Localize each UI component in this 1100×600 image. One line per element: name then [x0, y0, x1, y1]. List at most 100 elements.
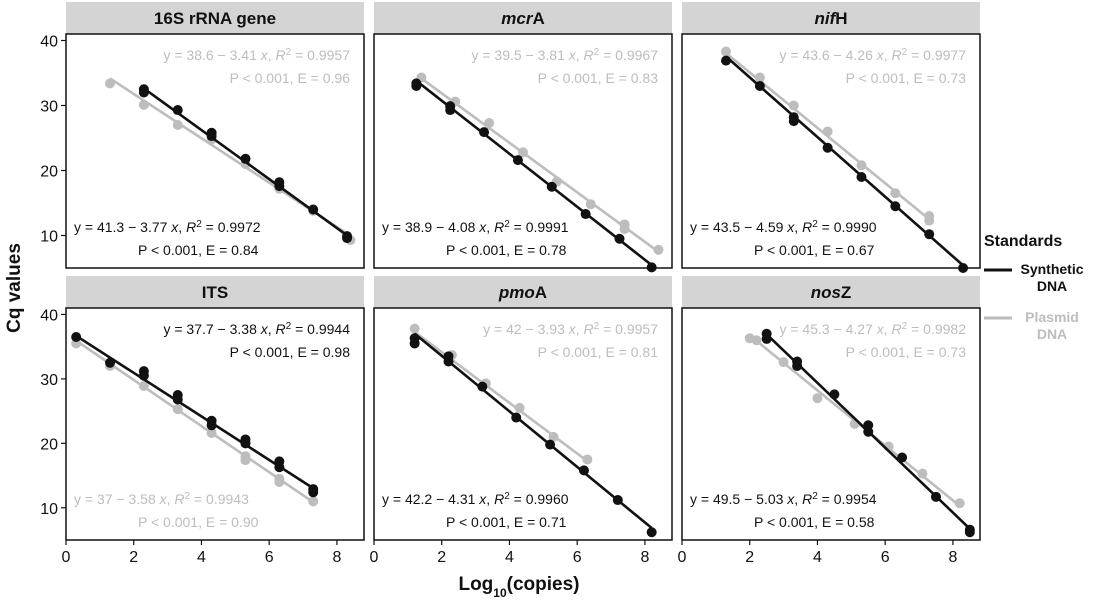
- panel-border: [65, 33, 365, 269]
- synthetic-data-point: [240, 153, 251, 164]
- strip-title-part: A: [535, 283, 547, 302]
- eq-var-x: x: [786, 491, 795, 507]
- y-tick-label: 20: [40, 164, 58, 181]
- x-tick-label: 0: [678, 549, 687, 566]
- synthetic-stats: P < 0.001, E = 0.71: [446, 514, 567, 530]
- eq-r-exponent: 2: [196, 219, 202, 230]
- plasmid-series: [416, 72, 664, 255]
- synthetic-equation: y = 37.7 − 3.38 x, R2 = 0.9944: [163, 321, 350, 338]
- eq-r: R: [494, 491, 504, 507]
- plasmid-stats: P < 0.001, E = 0.73: [846, 344, 967, 360]
- eq-sep: ,: [178, 219, 186, 235]
- x-tick-label: 6: [881, 549, 890, 566]
- eq-var-x: x: [478, 219, 487, 235]
- synthetic-data-point: [138, 87, 149, 98]
- eq-r-exponent: 2: [286, 47, 292, 58]
- synthetic-stats: P < 0.001, E = 0.58: [754, 514, 875, 530]
- plasmid-data-point: [917, 468, 928, 479]
- x-axis-title-tail: (copies): [507, 574, 580, 595]
- x-tick-label: 4: [505, 549, 514, 566]
- synthetic-data-point: [546, 181, 557, 192]
- strip-title: nosZ: [811, 283, 852, 302]
- synthetic-stats: P < 0.001, E = 0.84: [138, 242, 259, 258]
- synthetic-data-point: [863, 426, 874, 437]
- eq-r: R: [584, 47, 594, 63]
- synthetic-data-point: [308, 487, 319, 498]
- synthetic-data-point: [308, 204, 319, 215]
- eq-sep: ,: [884, 321, 892, 337]
- plasmid-data-point: [105, 78, 116, 89]
- synthetic-data-point: [897, 452, 908, 463]
- eq-lhs: y = 38.9 − 4.08: [382, 219, 479, 235]
- eq-var-x: x: [786, 219, 795, 235]
- eq-var-x: x: [478, 491, 487, 507]
- plasmid-series: [721, 46, 935, 226]
- synthetic-data-point: [612, 495, 623, 506]
- strip-title: mcrA: [501, 9, 544, 28]
- synthetic-data-point: [545, 439, 556, 450]
- eq-r-exponent: 2: [812, 219, 818, 230]
- eq-var-x: x: [260, 47, 269, 63]
- strip-background: [682, 276, 980, 308]
- plasmid-data-point: [548, 431, 559, 442]
- synthetic-regression-line: [413, 332, 653, 530]
- eq-r-exponent: 2: [902, 47, 908, 58]
- synthetic-data-point: [822, 142, 833, 153]
- synthetic-data-point: [964, 527, 975, 538]
- synthetic-data-point: [890, 201, 901, 212]
- y-axis-title: Cq values: [4, 243, 25, 333]
- eq-lhs: y = 38.6 − 3.41: [163, 47, 260, 63]
- eq-r2-value: = 0.9944: [291, 321, 350, 337]
- eq-r2-value: = 0.9967: [599, 47, 658, 63]
- plasmid-stats: P < 0.001, E = 0.73: [846, 70, 967, 86]
- strip-title: pmoA: [498, 283, 547, 302]
- y-tick-label: 20: [40, 436, 58, 453]
- eq-r2-value: = 0.9991: [510, 219, 569, 235]
- eq-sep: ,: [486, 219, 494, 235]
- eq-r: R: [276, 321, 286, 337]
- x-tick-label: 8: [332, 549, 341, 566]
- eq-r-exponent: 2: [902, 321, 908, 332]
- plasmid-data-point: [409, 323, 420, 334]
- strip-background: [374, 2, 672, 34]
- x-tick-label: 2: [437, 549, 446, 566]
- x-axis-title-subscript: 10: [493, 586, 507, 600]
- eq-sep: ,: [486, 491, 494, 507]
- plasmid-data-point: [585, 199, 596, 210]
- eq-sep: ,: [167, 491, 175, 507]
- eq-lhs: y = 42.2 − 4.31: [382, 491, 479, 507]
- synthetic-data-point: [930, 491, 941, 502]
- eq-lhs: y = 39.5 − 3.81: [471, 47, 568, 63]
- plasmid-data-point: [788, 100, 799, 111]
- plasmid-data-point: [778, 357, 789, 368]
- plasmid-equation: y = 42 − 3.93 x, R2 = 0.9957: [483, 321, 658, 338]
- eq-sep: ,: [884, 47, 892, 63]
- eq-var-x: x: [876, 321, 885, 337]
- synthetic-series: [138, 84, 353, 244]
- eq-lhs: y = 37.7 − 3.38: [163, 321, 260, 337]
- eq-var-x: x: [170, 219, 179, 235]
- synthetic-stats: P < 0.001, E = 0.98: [230, 344, 351, 360]
- eq-r: R: [892, 321, 902, 337]
- plasmid-data-point: [822, 126, 833, 137]
- strip-title-part: H: [835, 9, 847, 28]
- plasmid-regression-line: [75, 339, 314, 504]
- y-tick-label: 40: [40, 34, 58, 51]
- plasmid-data-point: [240, 455, 251, 466]
- plasmid-data-point: [518, 147, 528, 158]
- strip-background: [66, 2, 364, 34]
- synthetic-data-point: [646, 262, 657, 273]
- plasmid-data-point: [172, 404, 183, 415]
- legend-title: Standards: [984, 233, 1062, 250]
- eq-r-exponent: 2: [185, 491, 191, 502]
- eq-var-x: x: [159, 491, 168, 507]
- eq-r: R: [174, 491, 184, 507]
- synthetic-stats: P < 0.001, E = 0.78: [446, 242, 567, 258]
- strip-title-part: nif: [814, 9, 837, 28]
- axis-titles: Log10(copies)Cq values: [4, 243, 580, 600]
- synthetic-regression-line: [75, 334, 314, 490]
